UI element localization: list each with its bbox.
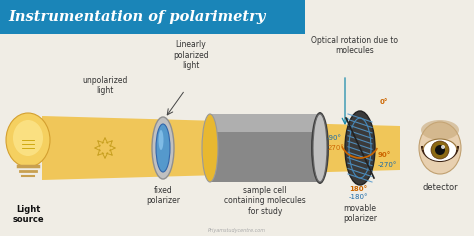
Ellipse shape [152,117,174,179]
Polygon shape [0,0,305,34]
Text: 90°: 90° [378,152,391,158]
Ellipse shape [424,139,456,161]
Ellipse shape [13,120,43,156]
Text: Priyamstudycentre.com: Priyamstudycentre.com [208,228,266,233]
Ellipse shape [158,130,164,150]
Polygon shape [210,114,320,182]
Text: Linearly
polarized
light: Linearly polarized light [173,40,209,70]
Text: unpolarized
light: unpolarized light [82,76,128,95]
Ellipse shape [421,120,459,140]
Text: -180°: -180° [348,194,368,200]
Polygon shape [42,116,400,180]
Text: sample cell
containing molecules
for study: sample cell containing molecules for stu… [224,186,306,216]
Ellipse shape [313,114,327,182]
Ellipse shape [6,113,50,167]
Ellipse shape [202,114,218,182]
Ellipse shape [156,124,170,172]
Text: 180°: 180° [349,186,367,192]
Text: Light
source: Light source [12,205,44,224]
Ellipse shape [345,111,375,185]
Text: Optical rotation due to
molecules: Optical rotation due to molecules [311,36,399,55]
Text: 0°: 0° [380,99,388,105]
Text: 270°: 270° [327,145,344,151]
Text: fixed
polarizer: fixed polarizer [146,186,180,205]
Ellipse shape [435,145,445,155]
Ellipse shape [311,112,329,184]
Ellipse shape [419,122,461,174]
Ellipse shape [431,141,449,159]
Text: Instrumentation of polarimetry: Instrumentation of polarimetry [8,10,265,24]
Text: movable
polarizer: movable polarizer [343,204,377,223]
Text: -90°: -90° [327,135,342,141]
Polygon shape [210,114,320,132]
Text: -270°: -270° [378,162,397,168]
Text: detector: detector [422,183,458,192]
Ellipse shape [441,145,445,149]
